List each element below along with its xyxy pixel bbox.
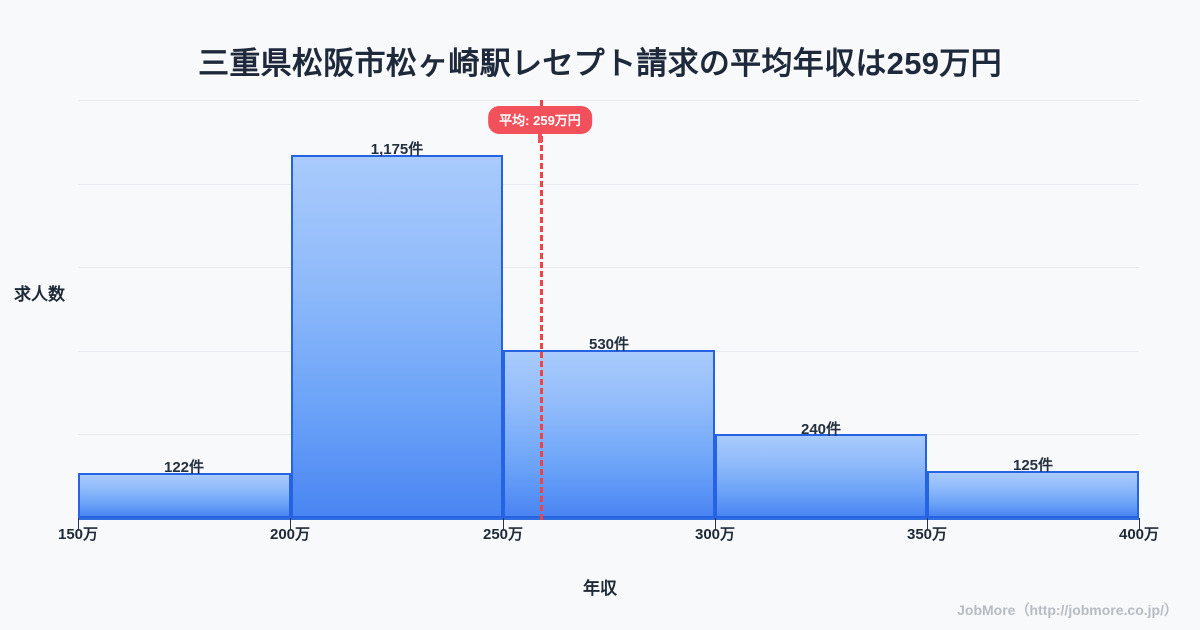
bar-300-350[interactable] xyxy=(715,434,927,518)
bar-value-label: 1,175件 xyxy=(370,141,424,158)
bar-350-400[interactable] xyxy=(927,471,1139,518)
x-axis-line xyxy=(78,518,1139,520)
bar-value-label: 530件 xyxy=(588,336,630,353)
watermark-credit: JobMore（http://jobmore.co.jp/） xyxy=(957,602,1178,618)
plot-area xyxy=(78,100,1139,520)
x-tick-label-150: 150万 xyxy=(57,526,99,543)
x-tick xyxy=(78,518,79,530)
gridline xyxy=(78,267,1139,268)
bar-200-250[interactable] xyxy=(291,155,503,518)
x-axis-title: 年収 xyxy=(583,579,617,598)
bar-value-label: 122件 xyxy=(163,459,205,476)
bar-150-200[interactable] xyxy=(78,473,291,518)
x-tick xyxy=(290,518,291,530)
x-tick xyxy=(927,518,928,530)
x-tick-label-300: 300万 xyxy=(694,526,736,543)
y-axis-title: 求人数 xyxy=(14,285,65,304)
page-title: 三重県松阪市松ヶ崎駅レセプト請求の平均年収は259万円 xyxy=(198,46,1002,81)
x-tick-label-250: 250万 xyxy=(482,526,524,543)
x-tick xyxy=(715,518,716,530)
bar-value-label: 240件 xyxy=(800,421,842,438)
gridline xyxy=(78,100,1139,101)
x-tick xyxy=(503,518,504,530)
mean-line-stub xyxy=(538,133,542,143)
bar-250-300[interactable] xyxy=(503,350,715,518)
mean-badge: 平均: 259万円 xyxy=(488,106,592,134)
x-tick xyxy=(1139,518,1140,530)
x-tick-label-200: 200万 xyxy=(269,526,311,543)
bar-value-label: 125件 xyxy=(1012,457,1054,474)
mean-line xyxy=(540,100,543,520)
gridline xyxy=(78,184,1139,185)
x-tick-label-400: 400万 xyxy=(1118,526,1160,543)
x-tick-label-350: 350万 xyxy=(906,526,948,543)
